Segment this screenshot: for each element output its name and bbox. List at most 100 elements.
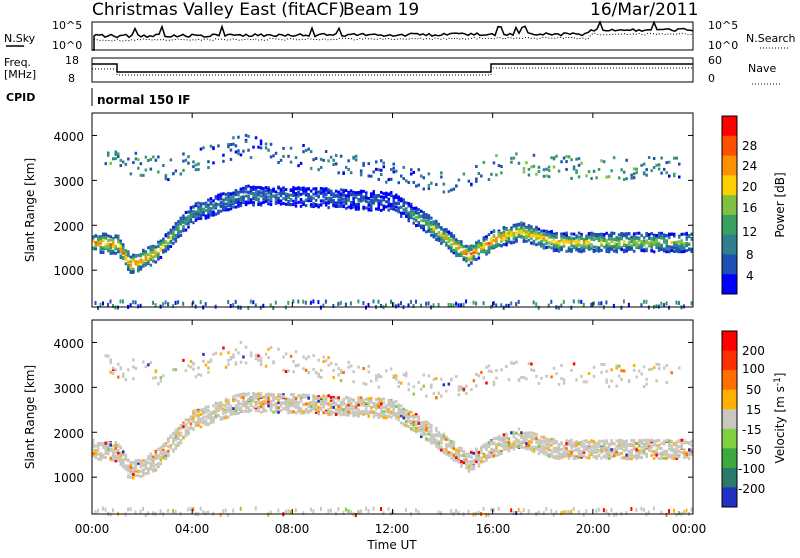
heatmap-cell <box>530 435 533 439</box>
heatmap-cell <box>294 406 298 410</box>
heatmap-cell <box>94 451 97 455</box>
heatmap-cell <box>179 440 183 444</box>
heatmap-cell <box>492 239 496 242</box>
heatmap-cell <box>530 165 533 169</box>
heatmap-cell <box>465 244 468 248</box>
heatmap-cell <box>545 437 548 441</box>
heatmap-cell <box>322 303 325 308</box>
heatmap-cell <box>357 399 360 403</box>
heatmap-cell <box>132 300 135 305</box>
heatmap-cell <box>492 161 496 165</box>
heatmap-cell <box>174 237 178 241</box>
heatmap-cell <box>455 238 458 242</box>
heatmap-cell <box>129 472 133 475</box>
heatmap-cell <box>562 452 566 456</box>
heatmap-cell <box>502 433 506 437</box>
heatmap-cell <box>492 383 496 387</box>
heatmap-cell <box>525 230 528 234</box>
heatmap-cell <box>344 395 348 399</box>
heatmap-cell <box>457 254 461 258</box>
heatmap-cell <box>445 443 448 447</box>
heatmap-cell <box>234 144 238 148</box>
heatmap-cell <box>287 411 290 415</box>
heatmap-cell <box>400 214 403 218</box>
heatmap-cell <box>247 398 250 402</box>
heatmap-cell <box>164 247 168 251</box>
heatmap-cell <box>525 442 528 446</box>
heatmap-cell <box>172 237 175 241</box>
heatmap-cell <box>269 195 273 199</box>
heatmap-cell <box>510 442 513 446</box>
heatmap-cell <box>552 238 556 242</box>
heatmap-cell <box>570 449 573 453</box>
heatmap-cell <box>668 174 671 178</box>
freq-tick-high: 18 <box>65 54 79 67</box>
heatmap-cell <box>417 222 420 226</box>
heatmap-cell <box>555 372 558 376</box>
heatmap-cell <box>162 164 165 167</box>
heatmap-cell <box>425 220 428 224</box>
heatmap-cell <box>354 154 358 158</box>
heatmap-cell <box>317 406 320 409</box>
heatmap-cell <box>349 189 353 193</box>
heatmap-cell <box>605 509 608 514</box>
heatmap-cell <box>525 438 528 442</box>
heatmap-cell <box>495 236 498 240</box>
heatmap-cell <box>460 253 463 257</box>
heatmap-cell <box>254 401 258 405</box>
heatmap-cell <box>334 396 338 400</box>
heatmap-cell <box>339 188 343 192</box>
heatmap-cell <box>587 443 591 447</box>
heatmap-cell <box>129 465 133 469</box>
heatmap-cell <box>668 236 671 240</box>
heatmap-cell <box>242 198 245 202</box>
heatmap-cell <box>312 397 315 401</box>
heatmap-cell <box>314 191 318 195</box>
heatmap-cell <box>582 454 586 458</box>
heatmap-cell <box>395 377 398 381</box>
heatmap-cell <box>460 245 463 249</box>
heatmap-cell <box>627 246 631 250</box>
heatmap-cell <box>370 208 373 212</box>
heatmap-cell <box>94 241 97 245</box>
heatmap-cell <box>390 206 393 210</box>
heatmap-cell <box>129 255 133 259</box>
heatmap-cell <box>625 232 628 236</box>
heatmap-cell <box>197 422 200 426</box>
heatmap-cell <box>445 446 448 449</box>
heatmap-cell <box>567 155 571 159</box>
nsky-trace <box>92 19 694 51</box>
heatmap-cell <box>605 456 608 460</box>
heatmap-cell <box>92 441 95 444</box>
heatmap-cell <box>129 263 133 267</box>
heatmap-cell <box>222 205 225 209</box>
heatmap-cell <box>129 475 133 479</box>
heatmap-cell <box>134 473 138 477</box>
heatmap-cell <box>567 455 571 459</box>
heatmap-cell <box>144 168 148 172</box>
heatmap-cell <box>339 371 343 375</box>
heatmap-cell <box>192 367 195 371</box>
heatmap-cell <box>650 245 653 249</box>
heatmap-cell <box>232 136 235 140</box>
heatmap-cell <box>427 215 431 219</box>
heatmap-cell <box>517 378 521 382</box>
heatmap-cell <box>457 388 461 392</box>
heatmap-cell <box>447 303 450 307</box>
heatmap-cell <box>94 444 97 448</box>
heatmap-cell <box>640 249 643 252</box>
heatmap-cell <box>587 246 591 249</box>
heatmap-cell <box>570 445 573 449</box>
heatmap-cell <box>415 423 418 427</box>
heatmap-cell <box>660 248 663 251</box>
heatmap-cell <box>167 508 170 513</box>
heatmap-cell <box>500 244 503 248</box>
heatmap-cell <box>357 299 360 304</box>
heatmap-cell <box>400 205 403 209</box>
heatmap-cell <box>445 451 448 455</box>
heatmap-cell <box>234 361 238 365</box>
heatmap-cell <box>430 429 433 433</box>
heatmap-cell <box>294 396 298 400</box>
heatmap-cell <box>237 149 240 153</box>
heatmap-cell <box>249 399 253 402</box>
